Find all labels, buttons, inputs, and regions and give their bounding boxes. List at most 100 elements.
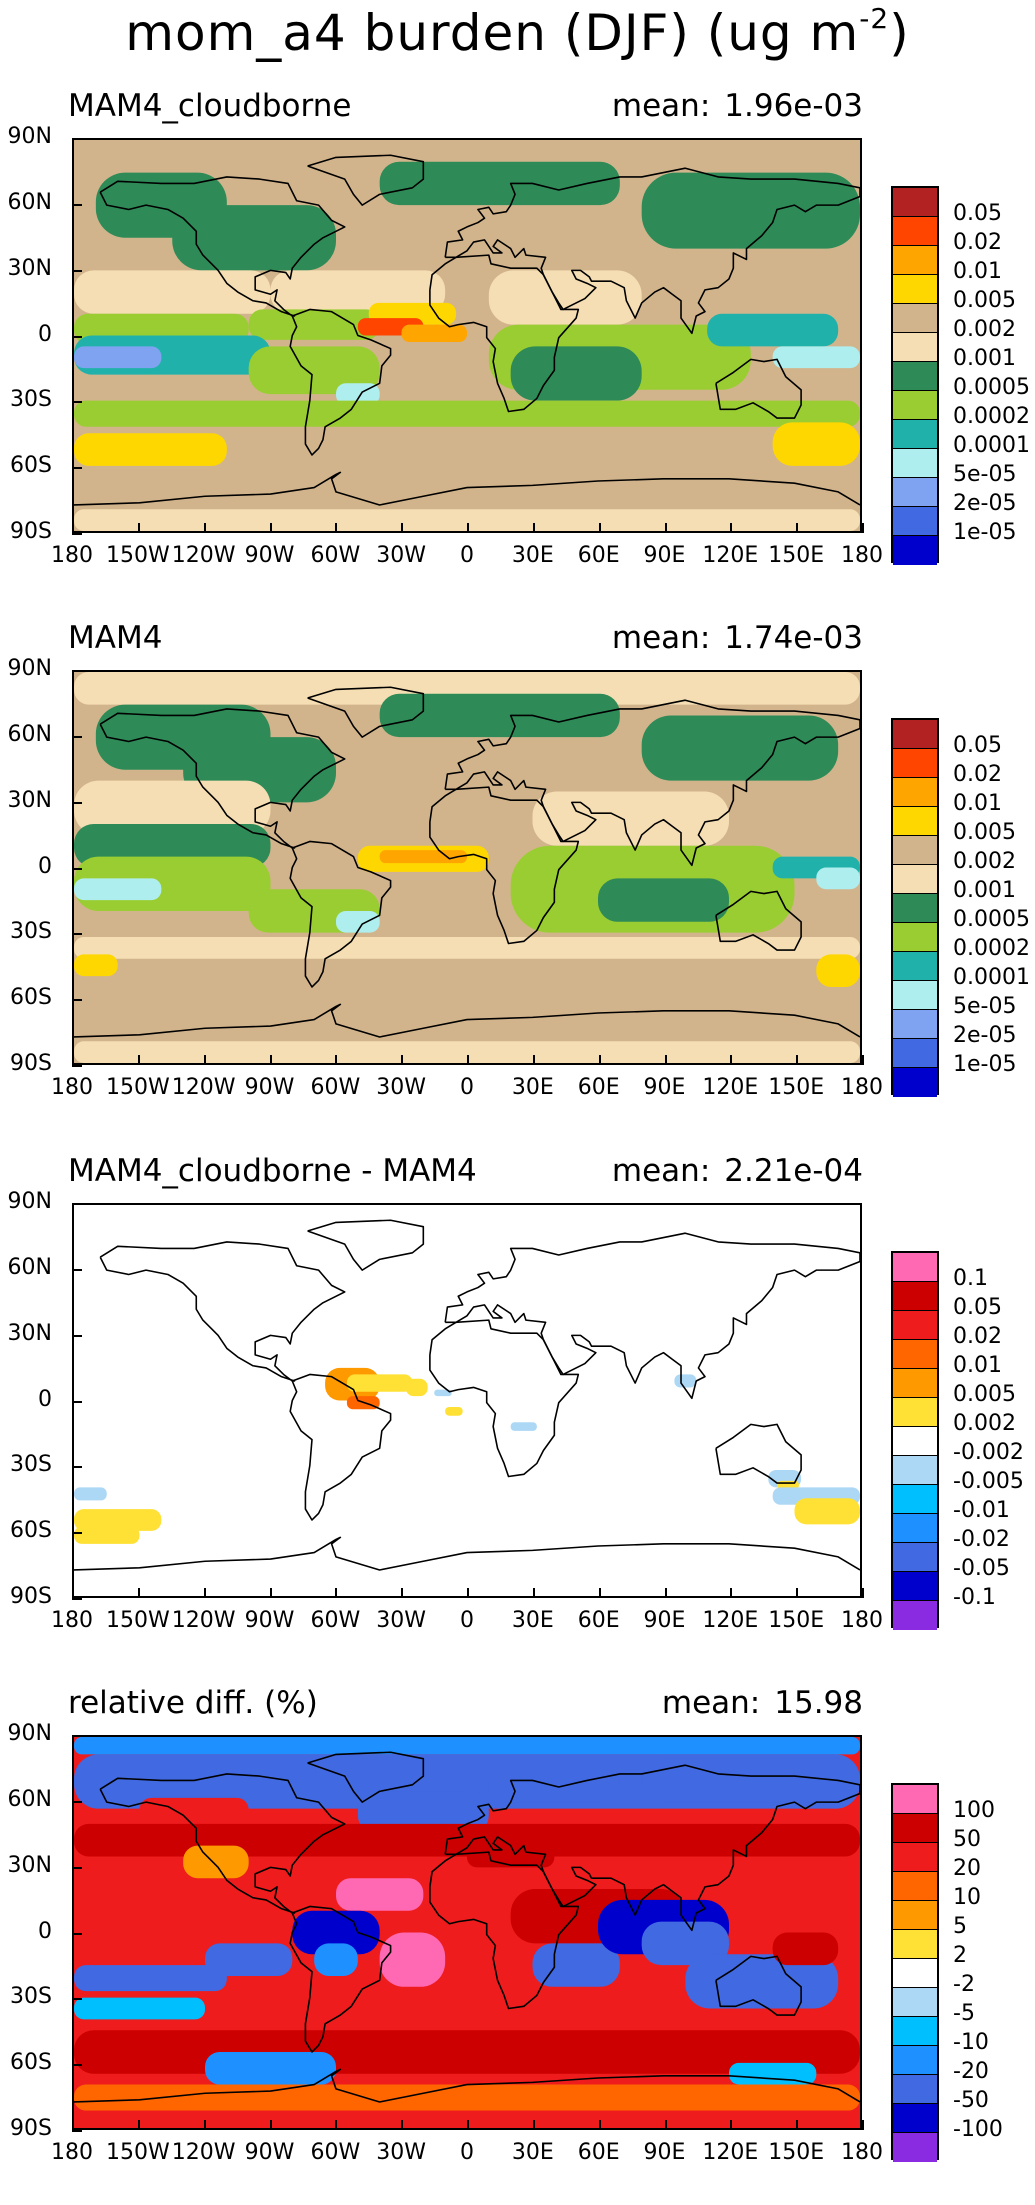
lat-tick-label: 60N bbox=[7, 1786, 52, 1812]
panel-mean: mean: 1.74e-03 bbox=[612, 620, 863, 656]
colorbar-swatch bbox=[893, 807, 937, 836]
lon-tick bbox=[730, 1588, 733, 1598]
lon-tick bbox=[137, 2120, 140, 2130]
colorbar-swatch bbox=[893, 275, 937, 304]
lon-tick bbox=[796, 2120, 799, 2130]
field-region-10 bbox=[248, 309, 380, 340]
colorbar-swatch bbox=[893, 1340, 937, 1369]
lat-tick bbox=[72, 1998, 82, 2001]
lon-tick bbox=[598, 1055, 601, 1065]
lon-tick-label: 150E bbox=[768, 2140, 825, 2165]
lon-tick-label: 30E bbox=[511, 1608, 554, 1633]
lat-tick-label: 90S bbox=[10, 519, 52, 544]
field-region-3 bbox=[379, 161, 620, 206]
lon-tick bbox=[335, 1588, 338, 1598]
field-region-21 bbox=[641, 1921, 729, 1966]
figure-title: mom_a4 burden (DJF) (ug m-2) bbox=[0, 2, 1035, 62]
lat-tick-label: 90N bbox=[7, 124, 52, 149]
lon-tick bbox=[598, 2120, 601, 2130]
field-region-12 bbox=[74, 878, 162, 901]
lon-tick bbox=[401, 1055, 404, 1065]
colorbar-swatch bbox=[893, 1010, 937, 1039]
mean-value: 1.74e-03 bbox=[724, 620, 863, 656]
lon-tick bbox=[862, 1055, 864, 1065]
lon-tick-label: 30W bbox=[376, 543, 427, 568]
coastline-greenland bbox=[307, 1751, 425, 1803]
colorbar-swatch bbox=[893, 1543, 937, 1572]
lat-tick bbox=[72, 2064, 82, 2067]
lat-tick bbox=[72, 335, 82, 338]
colorbar-label: 0.05 bbox=[953, 1295, 1002, 1320]
colorbar-swatch bbox=[893, 1456, 937, 1485]
coastline-eurasia bbox=[444, 1764, 860, 1932]
coastline-south-america bbox=[289, 1905, 392, 2053]
coastline-australia bbox=[715, 890, 802, 951]
lon-tick-label: 90W bbox=[244, 1075, 295, 1100]
lon-tick-label: 90W bbox=[244, 1608, 295, 1633]
field-region-6 bbox=[641, 1758, 860, 1803]
lat-tick bbox=[72, 1532, 82, 1535]
lat-tick bbox=[72, 1268, 82, 1271]
field-region-20 bbox=[707, 313, 839, 347]
colorbar-swatch bbox=[893, 536, 937, 565]
lon-tick-label: 60W bbox=[310, 1075, 361, 1100]
colorbar-label: 2e-05 bbox=[953, 491, 1017, 516]
map-plot bbox=[72, 138, 862, 533]
lat-tick-label: 30S bbox=[10, 1452, 52, 1478]
lon-tick bbox=[269, 1055, 272, 1065]
colorbar-label: 50 bbox=[953, 1827, 981, 1852]
panel-mean: mean: 15.98 bbox=[662, 1685, 863, 1721]
colorbar-swatch bbox=[893, 865, 937, 894]
field-region-6 bbox=[74, 270, 271, 314]
lon-tick-label: 60E bbox=[577, 2140, 620, 2165]
colorbar-swatch bbox=[893, 391, 937, 420]
lon-tick bbox=[72, 1588, 74, 1598]
colorbar-label: 0.002 bbox=[953, 849, 1016, 874]
lon-tick-label: 90W bbox=[244, 543, 295, 568]
colorbar-label: 0.01 bbox=[953, 259, 1002, 284]
colorbar-label: 20 bbox=[953, 1856, 981, 1881]
lon-tick-label: 60W bbox=[310, 2140, 361, 2165]
colorbar-swatch bbox=[893, 1253, 937, 1282]
lat-tick bbox=[72, 533, 82, 535]
map-canvas bbox=[74, 1205, 860, 1596]
lon-tick bbox=[862, 1588, 864, 1598]
colorbar-label: -50 bbox=[953, 2088, 989, 2113]
field-region-23 bbox=[772, 1932, 839, 1966]
colorbar-label: 0.002 bbox=[953, 1411, 1016, 1436]
lat-tick bbox=[72, 1466, 82, 1469]
lon-tick-label: 30E bbox=[511, 2140, 554, 2165]
lat-tick bbox=[72, 1800, 82, 1803]
colorbar-label: -2 bbox=[953, 1972, 975, 1997]
lon-tick bbox=[137, 1055, 140, 1065]
lon-tick bbox=[137, 1588, 140, 1598]
lat-tick bbox=[72, 999, 82, 1002]
colorbar-label: 2 bbox=[953, 1943, 967, 1968]
lon-tick-label: 30E bbox=[511, 1075, 554, 1100]
colorbar-swatch bbox=[893, 2075, 937, 2104]
colorbar-label: 0.001 bbox=[953, 346, 1016, 371]
colorbar-swatch bbox=[893, 1988, 937, 2017]
mean-label: mean: bbox=[611, 620, 711, 656]
lat-tick-label: 30N bbox=[7, 255, 52, 281]
lat-tick-label: 30N bbox=[7, 1852, 52, 1878]
lon-tick bbox=[335, 1055, 338, 1065]
field-region-1 bbox=[74, 672, 860, 705]
field-region-1 bbox=[74, 140, 860, 173]
colorbar bbox=[891, 1783, 939, 2162]
lon-tick bbox=[269, 1588, 272, 1598]
map-canvas bbox=[74, 140, 860, 531]
colorbar-label: 5e-05 bbox=[953, 994, 1017, 1019]
coastline-australia bbox=[715, 1423, 802, 1484]
coastline-australia bbox=[715, 1955, 802, 2016]
colorbar-label: -0.05 bbox=[953, 1556, 1010, 1581]
lon-tick-label: 0 bbox=[460, 1075, 474, 1100]
colorbar-label: 0.01 bbox=[953, 1353, 1002, 1378]
lon-tick-label: 120E bbox=[702, 2140, 759, 2165]
colorbar-swatch bbox=[893, 720, 937, 749]
lat-tick bbox=[72, 1932, 82, 1935]
lon-tick bbox=[532, 1055, 535, 1065]
lon-tick-label: 180 bbox=[51, 543, 93, 568]
colorbar-label: 0.0002 bbox=[953, 936, 1030, 961]
colorbar-swatch bbox=[893, 362, 937, 391]
